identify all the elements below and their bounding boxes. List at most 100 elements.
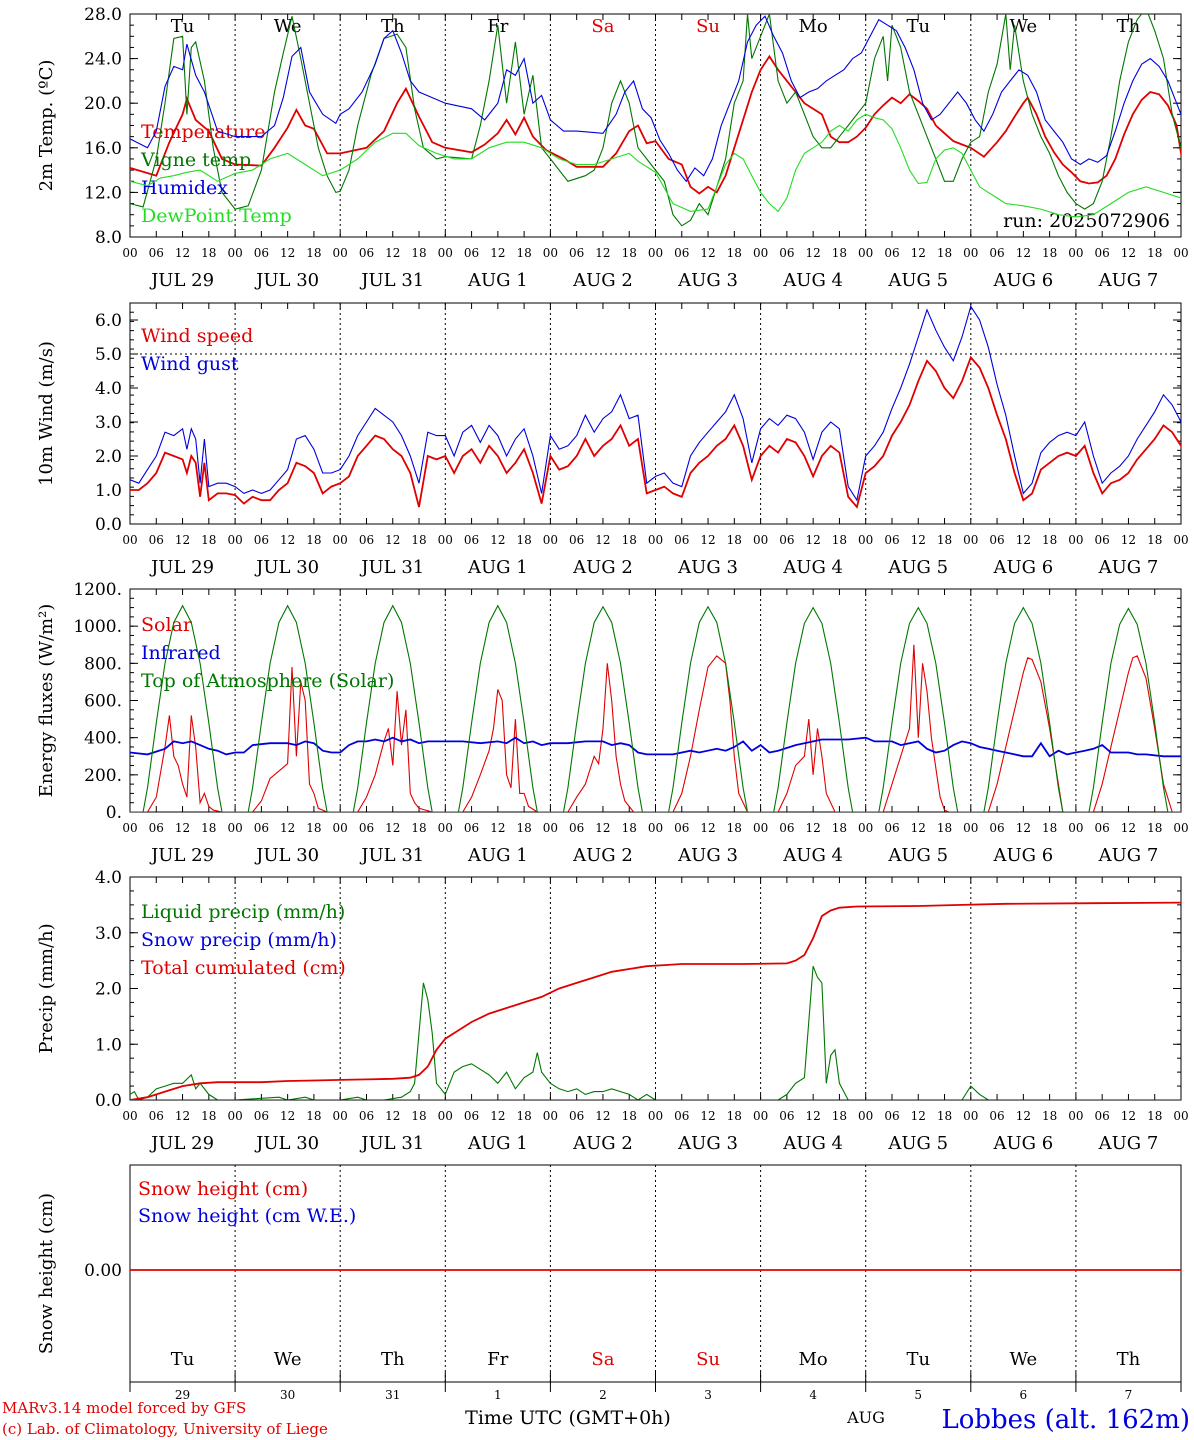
x-hour-label: 12 bbox=[1121, 1109, 1136, 1123]
y-axis-label: 2m Temp. (ºC) bbox=[36, 60, 57, 192]
x-hour-label: 00 bbox=[648, 821, 663, 835]
day-name-label: Fr bbox=[487, 1349, 508, 1370]
x-date-label: AUG 7 bbox=[1098, 845, 1159, 866]
x-hour-label: 12 bbox=[175, 1109, 190, 1123]
run-label: run: 2025072906 bbox=[1003, 210, 1170, 232]
x-hour-label: 00 bbox=[333, 533, 348, 547]
x-hour-label: 06 bbox=[884, 821, 899, 835]
x-hour-label: 18 bbox=[1147, 821, 1162, 835]
x-hour-label: 18 bbox=[516, 1109, 531, 1123]
x-date-label: AUG 7 bbox=[1098, 1133, 1159, 1154]
x-date-label: JUL 29 bbox=[149, 270, 214, 291]
y-tick-label: 2.0 bbox=[95, 980, 122, 1000]
x-hour-label: 18 bbox=[727, 821, 742, 835]
x-date-label: AUG 2 bbox=[572, 845, 633, 866]
x-hour-label: 18 bbox=[516, 246, 531, 260]
x-hour-label: 18 bbox=[411, 1109, 426, 1123]
y-tick-label: 12.0 bbox=[84, 183, 122, 203]
x-hour-label: 18 bbox=[1042, 246, 1057, 260]
x-hour-label: 12 bbox=[280, 821, 295, 835]
day-number-label: 30 bbox=[280, 1388, 295, 1402]
day-name-label: Su bbox=[696, 1349, 720, 1370]
x-hour-label: 00 bbox=[227, 533, 242, 547]
legend-liquid-precip-mm-h-: Liquid precip (mm/h) bbox=[141, 901, 345, 923]
series-line-wind-gust bbox=[130, 305, 1181, 502]
x-hour-label: 12 bbox=[175, 821, 190, 835]
series-line-humidex bbox=[130, 15, 1181, 183]
x-date-label: AUG 4 bbox=[782, 1133, 843, 1154]
day-name-label: Tu bbox=[171, 1349, 195, 1370]
x-hour-label: 18 bbox=[306, 533, 321, 547]
x-date-label: AUG 6 bbox=[992, 557, 1053, 578]
x-hour-label: 06 bbox=[674, 1109, 689, 1123]
x-hour-label: 12 bbox=[490, 821, 505, 835]
x-hour-label: 06 bbox=[989, 246, 1004, 260]
x-hour-label: 12 bbox=[911, 1109, 926, 1123]
x-hour-label: 18 bbox=[411, 533, 426, 547]
x-hour-label: 06 bbox=[359, 246, 374, 260]
series-line-vigne-temp bbox=[130, 14, 1181, 227]
x-hour-label: 00 bbox=[858, 1109, 873, 1123]
x-hour-label: 18 bbox=[1147, 1109, 1162, 1123]
x-hour-label: 18 bbox=[622, 533, 637, 547]
legend-wind-speed: Wind speed bbox=[141, 325, 253, 347]
day-name-label: Su bbox=[696, 16, 720, 37]
x-date-label: AUG 1 bbox=[467, 557, 528, 578]
y-tick-label: 4.0 bbox=[95, 868, 122, 888]
x-hour-label: 18 bbox=[306, 821, 321, 835]
x-hour-label: 12 bbox=[595, 821, 610, 835]
x-date-label: AUG 4 bbox=[782, 845, 843, 866]
legend-total-cumulated-cm-: Total cumulated (cm) bbox=[141, 957, 346, 979]
y-tick-label: 4.0 bbox=[95, 379, 122, 399]
x-hour-label: 00 bbox=[122, 821, 137, 835]
x-date-label: AUG 3 bbox=[677, 270, 738, 291]
x-hour-label: 00 bbox=[1068, 1109, 1083, 1123]
x-hour-label: 18 bbox=[832, 533, 847, 547]
x-hour-label: 00 bbox=[1068, 821, 1083, 835]
x-hour-label: 06 bbox=[1095, 533, 1110, 547]
x-hour-label: 12 bbox=[280, 533, 295, 547]
x-hour-label: 06 bbox=[149, 246, 164, 260]
y-tick-label: 1.0 bbox=[95, 481, 122, 501]
x-hour-label: 12 bbox=[806, 246, 821, 260]
x-hour-label: 00 bbox=[543, 1109, 558, 1123]
x-hour-label: 18 bbox=[832, 1109, 847, 1123]
chart-panel-2: 0.0 1.0 2.0 3.0 4.0 5.0 6.0 10m Wind (m/s) 00 06 1… bbox=[36, 302, 1189, 578]
legend-snow-precip-mm-h-: Snow precip (mm/h) bbox=[141, 929, 337, 951]
y-tick-label: 16.0 bbox=[84, 139, 122, 159]
x-hour-label: 00 bbox=[858, 533, 873, 547]
y-axis-label: 10m Wind (m/s) bbox=[36, 341, 57, 486]
x-hour-label: 12 bbox=[490, 1109, 505, 1123]
x-date-label: AUG 2 bbox=[572, 1133, 633, 1154]
y-tick-label: 200. bbox=[84, 766, 122, 786]
series-line-temperature bbox=[130, 54, 1181, 195]
x-date-label: AUG 4 bbox=[782, 270, 843, 291]
day-number-label: 5 bbox=[914, 1388, 922, 1402]
x-hour-label: 12 bbox=[700, 533, 715, 547]
x-hour-label: 12 bbox=[806, 1109, 821, 1123]
legend-dewpoint-temp: DewPoint Temp bbox=[141, 205, 292, 227]
month-label: AUG bbox=[846, 1408, 885, 1427]
x-hour-label: 06 bbox=[359, 821, 374, 835]
x-hour-label: 00 bbox=[227, 821, 242, 835]
x-hour-label: 00 bbox=[1173, 821, 1188, 835]
x-hour-label: 00 bbox=[648, 246, 663, 260]
x-hour-label: 18 bbox=[201, 821, 216, 835]
x-hour-label: 06 bbox=[254, 533, 269, 547]
y-tick-label: 0.00 bbox=[84, 1261, 122, 1281]
y-tick-label: 28.0 bbox=[84, 5, 122, 25]
x-hour-label: 00 bbox=[753, 1109, 768, 1123]
x-hour-label: 06 bbox=[779, 1109, 794, 1123]
x-hour-label: 06 bbox=[149, 533, 164, 547]
x-hour-label: 18 bbox=[937, 1109, 952, 1123]
y-tick-label: 0. bbox=[106, 803, 122, 823]
x-hour-label: 06 bbox=[674, 821, 689, 835]
x-hour-label: 12 bbox=[280, 246, 295, 260]
x-date-label: AUG 5 bbox=[887, 557, 948, 578]
x-hour-label: 18 bbox=[201, 246, 216, 260]
x-date-label: AUG 5 bbox=[887, 1133, 948, 1154]
x-hour-label: 00 bbox=[122, 246, 137, 260]
x-hour-label: 00 bbox=[227, 1109, 242, 1123]
x-date-label: JUL 30 bbox=[254, 1133, 319, 1154]
y-tick-label: 8.0 bbox=[95, 228, 122, 248]
